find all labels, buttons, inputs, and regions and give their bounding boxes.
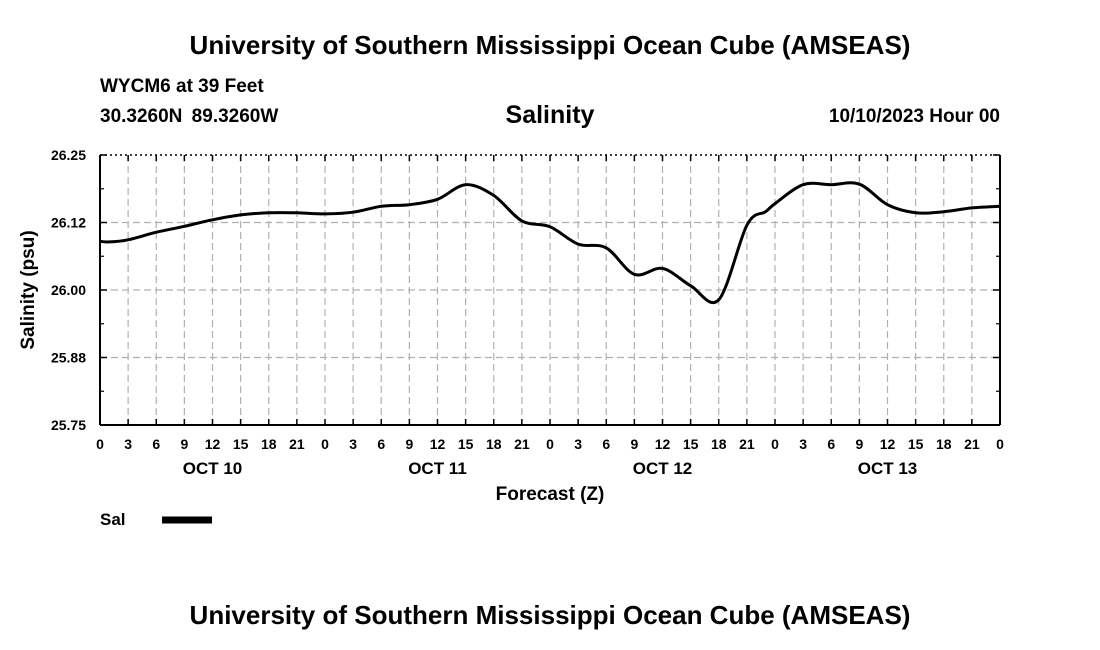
x-tick-label: 3 — [799, 436, 807, 452]
x-tick-label: 15 — [683, 436, 699, 452]
x-tick-label: 18 — [711, 436, 727, 452]
x-tick-label: 0 — [546, 436, 554, 452]
x-tick-label: 9 — [855, 436, 863, 452]
axis-labels: 0 3 6 9 12 15 18 21 0 3 6 9 12 15 18 21 0 3 6 9 12 15 18 21 0 3 6 9… — [18, 147, 1004, 505]
coordinates-label: 30.3260N 89.3260W — [100, 106, 279, 127]
x-tick-label: 21 — [514, 436, 530, 452]
x-day-label: OCT 10 — [183, 459, 243, 478]
legend: Sal — [100, 510, 212, 529]
legend-label: Sal — [100, 510, 126, 529]
x-tick-label: 9 — [180, 436, 188, 452]
x-tick-label: 0 — [771, 436, 779, 452]
x-day-label: OCT 11 — [408, 459, 467, 478]
x-tick-label: 18 — [261, 436, 277, 452]
y-axis-title: Salinity (psu) — [18, 230, 39, 349]
x-tick-label: 18 — [486, 436, 502, 452]
chart-title: University of Southern Mississippi Ocean… — [189, 30, 911, 60]
x-day-label: OCT 13 — [858, 459, 918, 478]
series-layer — [99, 181, 1001, 304]
x-tick-label: 0 — [996, 436, 1004, 452]
forecast-datetime: 10/10/2023 Hour 00 — [828, 106, 1000, 127]
footer-title: University of Southern Mississippi Ocean… — [189, 600, 911, 630]
x-tick-label: 6 — [602, 436, 610, 452]
x-tick-label: 18 — [936, 436, 952, 452]
y-tick-label: 26.00 — [51, 282, 86, 298]
x-tick-label: 15 — [233, 436, 249, 452]
series-line-sal — [99, 181, 1001, 304]
x-tick-label: 21 — [739, 436, 755, 452]
variable-title: Salinity — [505, 101, 595, 129]
x-tick-label: 0 — [96, 436, 104, 452]
x-tick-label: 0 — [321, 436, 329, 452]
x-tick-label: 3 — [124, 436, 132, 452]
x-tick-label: 21 — [289, 436, 305, 452]
x-tick-label: 12 — [880, 436, 896, 452]
x-tick-label: 6 — [152, 436, 160, 452]
x-tick-label: 3 — [574, 436, 582, 452]
x-tick-label: 12 — [655, 436, 671, 452]
x-tick-label: 12 — [430, 436, 446, 452]
y-tick-label: 25.75 — [51, 417, 86, 433]
x-tick-label: 15 — [908, 436, 924, 452]
x-tick-label: 6 — [827, 436, 835, 452]
x-tick-label: 9 — [630, 436, 638, 452]
axes — [99, 154, 1001, 426]
x-day-label: OCT 12 — [633, 459, 693, 478]
grid-lines — [100, 155, 1000, 425]
y-tick-label: 26.12 — [51, 215, 86, 231]
x-tick-label: 9 — [405, 436, 413, 452]
x-tick-label: 3 — [349, 436, 357, 452]
x-tick-label: 21 — [964, 436, 980, 452]
station-label: WYCM6 at 39 Feet — [100, 76, 264, 97]
y-tick-label: 26.25 — [51, 147, 86, 163]
x-tick-label: 6 — [377, 436, 385, 452]
y-tick-label: 25.88 — [51, 350, 86, 366]
x-tick-label: 12 — [205, 436, 221, 452]
x-tick-label: 15 — [458, 436, 474, 452]
x-axis-title: Forecast (Z) — [496, 484, 605, 505]
